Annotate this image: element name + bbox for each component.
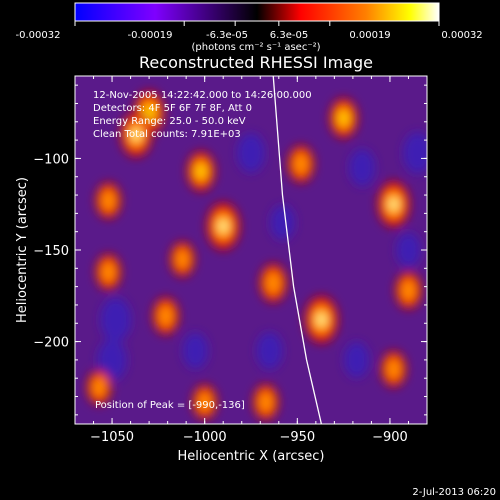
y-tick-label: −150 [33, 244, 69, 259]
bright-source [338, 110, 349, 126]
bright-source [265, 271, 281, 295]
info-clean-counts: Clean Total counts: 7.91E+03 [93, 129, 241, 140]
bright-source [175, 249, 190, 270]
bright-source [258, 391, 274, 413]
colorbar-unit-label: (photons cm⁻² s⁻¹ asec⁻²) [191, 42, 320, 53]
colorbar-gradient [74, 2, 440, 22]
x-tick-label: −1000 [183, 430, 227, 445]
bright-source [158, 305, 174, 327]
bright-source [386, 358, 401, 380]
bright-source [133, 130, 140, 139]
image-info: 12-Nov-2005 14:22:42.000 to 14:26:00.000… [93, 90, 312, 411]
bright-source [92, 377, 107, 398]
bright-source [143, 104, 155, 121]
colorbar-tick-label: -0.00019 [128, 30, 173, 41]
colorbar: -0.00032 -0.00019 -6.3e-05 6.3e-05 0.000… [16, 2, 483, 53]
emission-map [86, 90, 427, 421]
peak-position-label: Position of Peak = [-990,-136] [95, 400, 245, 411]
negative-region [344, 341, 370, 378]
bright-source [101, 190, 116, 211]
negative-region [237, 133, 265, 173]
info-energy-range: Energy Range: 25.0 - 50.0 keV [93, 116, 246, 127]
colorbar-tick-label: 6.3e-05 [270, 30, 308, 41]
negative-region [256, 332, 283, 370]
bright-source [195, 163, 207, 179]
y-axis-label: Heliocentric Y (arcsec) [15, 177, 30, 323]
bright-source [101, 261, 116, 283]
bright-source [318, 315, 325, 324]
negative-region [396, 232, 421, 268]
bright-source [197, 391, 212, 413]
info-time-range: 12-Nov-2005 14:22:42.000 to 14:26:00.000 [93, 90, 312, 101]
negative-region [403, 132, 427, 174]
image-area [75, 76, 427, 424]
colorbar-tick-label: -0.00032 [16, 30, 61, 41]
colorbar-tick-label: -6.3e-05 [206, 30, 248, 41]
plot-title: Reconstructed RHESSI Image [139, 53, 373, 72]
y-tick-label: −100 [33, 152, 69, 167]
info-detectors: Detectors: 4F 5F 6F 7F 8F, Att 0 [93, 103, 252, 114]
negative-region [182, 332, 209, 369]
colorbar-tick-label: 0.00019 [349, 30, 390, 41]
negative-region [100, 297, 132, 342]
negative-region [97, 339, 127, 381]
axes: −1050 −1000 −950 −900 −100 −150 −200 [33, 76, 428, 445]
colorbar-tick-marks [74, 21, 440, 26]
solar-limb-curve [272, 76, 323, 424]
x-tick-label: −900 [372, 430, 408, 445]
bright-source [293, 153, 309, 175]
y-tick-label: −200 [33, 336, 69, 351]
x-axis-label: Heliocentric X (arcsec) [178, 449, 325, 464]
bright-source [401, 279, 416, 302]
x-tick-label: −1050 [90, 430, 134, 445]
date-stamp: 2-Jul-2013 06:20 [412, 487, 496, 498]
bright-source [390, 199, 397, 209]
negative-region [270, 205, 295, 240]
colorbar-tick-label: 0.00032 [441, 30, 482, 41]
bright-source [220, 221, 227, 231]
negative-region [349, 149, 376, 187]
x-tick-label: −950 [279, 430, 315, 445]
